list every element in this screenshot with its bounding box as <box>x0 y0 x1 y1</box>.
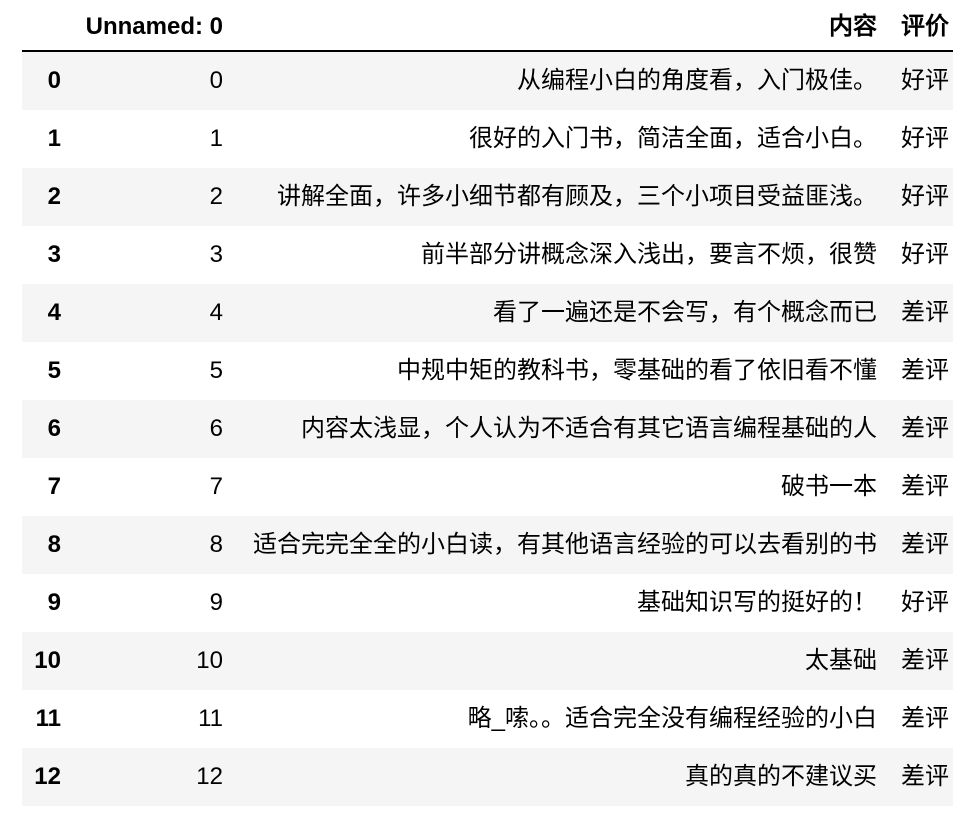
table-row: 12 12 真的真的不建议买 差评 <box>22 748 953 806</box>
table-body: 0 0 从编程小白的角度看，入门极佳。 好评 1 1 很好的入门书，简洁全面，适合小白。 好评… <box>22 51 953 806</box>
content-cell: 很好的入门书，简洁全面，适合小白。 <box>469 125 877 152</box>
content-cell: 内容太浅显，个人认为不适合有其它语言编程基础的人 <box>301 415 877 442</box>
row-index-cell: 2 <box>47 183 61 210</box>
unnamed-cell: 4 <box>209 299 223 326</box>
row-index-cell: 7 <box>47 473 61 500</box>
unnamed-cell: 3 <box>209 241 223 268</box>
content-column-header: 内容 <box>233 4 887 52</box>
table-row: 6 6 内容太浅显，个人认为不适合有其它语言编程基础的人 差评 <box>22 400 953 458</box>
unnamed-cell: 0 <box>209 67 223 94</box>
content-cell: 破书一本 <box>781 473 877 500</box>
content-cell: 前半部分讲概念深入浅出，要言不烦，很赞 <box>421 241 877 268</box>
rating-cell: 好评 <box>901 125 949 152</box>
table-row: 9 9 基础知识写的挺好的！ 好评 <box>22 574 953 632</box>
rating-cell: 好评 <box>901 67 949 94</box>
row-index-cell: 5 <box>47 357 61 384</box>
table-row: 4 4 看了一遍还是不会写，有个概念而已 差评 <box>22 284 953 342</box>
unnamed-cell: 6 <box>209 415 223 442</box>
content-cell: 适合完完全全的小白读，有其他语言经验的可以去看别的书 <box>253 531 877 558</box>
row-index-cell: 12 <box>34 763 61 790</box>
rating-cell: 差评 <box>901 473 949 500</box>
index-column-header <box>22 4 71 52</box>
rating-cell: 好评 <box>901 183 949 210</box>
rating-column-header: 评价 <box>887 4 953 52</box>
row-index-cell: 9 <box>47 589 61 616</box>
unnamed-cell: 10 <box>196 647 223 674</box>
table-row: 0 0 从编程小白的角度看，入门极佳。 好评 <box>22 51 953 110</box>
rating-cell: 差评 <box>901 299 949 326</box>
rating-cell: 好评 <box>901 589 949 616</box>
unnamed-cell: 5 <box>209 357 223 384</box>
unnamed-column-header: Unnamed: 0 <box>71 4 233 52</box>
table-row: 3 3 前半部分讲概念深入浅出，要言不烦，很赞 好评 <box>22 226 953 284</box>
table-row: 11 11 略_嗦。。适合完全没有编程经验的小白 差评 <box>22 690 953 748</box>
content-cell: 中规中矩的教科书，零基础的看了依旧看不懂 <box>397 357 877 384</box>
rating-cell: 差评 <box>901 531 949 558</box>
table-row: 2 2 讲解全面，许多小细节都有顾及，三个小项目受益匪浅。 好评 <box>22 168 953 226</box>
table-row: 1 1 很好的入门书，简洁全面，适合小白。 好评 <box>22 110 953 168</box>
row-index-cell: 0 <box>47 67 61 94</box>
row-index-cell: 1 <box>47 125 61 152</box>
content-cell: 太基础 <box>805 647 877 674</box>
dataframe-table: Unnamed: 0 内容 评价 0 0 从编程小白的角度看，入门极佳。 好评 1 1 很好… <box>22 4 953 806</box>
content-cell: 真的真的不建议买 <box>685 763 877 790</box>
content-cell: 略_嗦。。适合完全没有编程经验的小白 <box>467 705 877 732</box>
table-row: 5 5 中规中矩的教科书，零基础的看了依旧看不懂 差评 <box>22 342 953 400</box>
unnamed-cell: 7 <box>209 473 223 500</box>
rating-cell: 差评 <box>901 415 949 442</box>
row-index-cell: 3 <box>47 241 61 268</box>
unnamed-cell: 8 <box>209 531 223 558</box>
unnamed-cell: 11 <box>198 705 223 732</box>
unnamed-cell: 12 <box>196 763 223 790</box>
table-header: Unnamed: 0 内容 评价 <box>22 4 953 52</box>
content-cell: 基础知识写的挺好的！ <box>637 589 877 616</box>
rating-cell: 差评 <box>901 647 949 674</box>
rating-cell: 好评 <box>901 241 949 268</box>
row-index-cell: 6 <box>47 415 61 442</box>
content-cell: 从编程小白的角度看，入门极佳。 <box>517 67 877 94</box>
table-row: 8 8 适合完完全全的小白读，有其他语言经验的可以去看别的书 差评 <box>22 516 953 574</box>
header-row: Unnamed: 0 内容 评价 <box>22 4 953 52</box>
content-cell: 讲解全面，许多小细节都有顾及，三个小项目受益匪浅。 <box>277 183 877 210</box>
table-row: 7 7 破书一本 差评 <box>22 458 953 516</box>
unnamed-cell: 1 <box>209 125 223 152</box>
row-index-cell: 4 <box>47 299 61 326</box>
row-index-cell: 8 <box>47 531 61 558</box>
table-row: 10 10 太基础 差评 <box>22 632 953 690</box>
row-index-cell: 11 <box>35 705 61 732</box>
row-index-cell: 10 <box>34 647 61 674</box>
content-cell: 看了一遍还是不会写，有个概念而已 <box>493 299 877 326</box>
rating-cell: 差评 <box>901 763 949 790</box>
unnamed-cell: 2 <box>209 183 223 210</box>
rating-cell: 差评 <box>901 357 949 384</box>
unnamed-cell: 9 <box>209 589 223 616</box>
rating-cell: 差评 <box>901 705 949 732</box>
